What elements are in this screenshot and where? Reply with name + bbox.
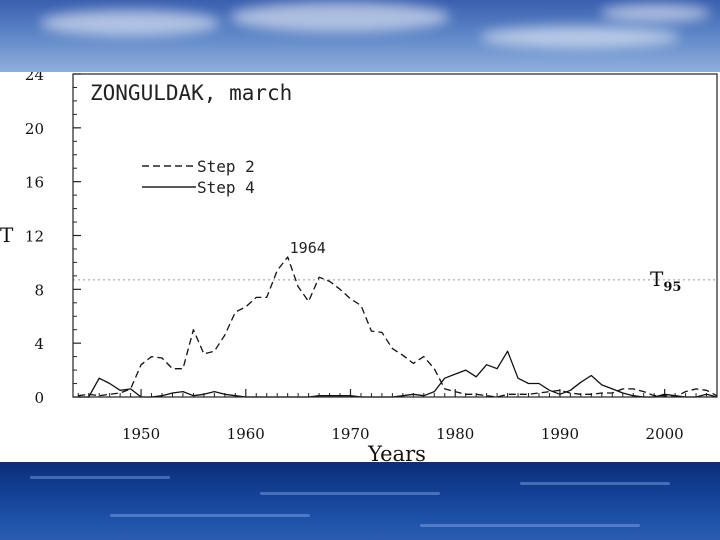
t95-label-subscript: 95	[663, 280, 681, 295]
wave-decoration	[260, 492, 440, 495]
legend: Step 2 Step 4	[142, 157, 255, 197]
sea-background	[0, 462, 720, 540]
y-tick-label: 0	[34, 389, 44, 407]
legend-label-step4: Step 4	[197, 178, 255, 197]
series-step2-line	[78, 256, 718, 398]
x-tick-label: 1990	[541, 425, 579, 443]
y-tick-label: 12	[25, 228, 44, 246]
plot-frame	[72, 73, 718, 398]
legend-label-step2: Step 2	[197, 157, 255, 176]
x-tick-label: 1960	[227, 425, 265, 443]
x-tick-label: 1950	[122, 425, 160, 443]
line-chart: 0 4 8 12 16 20 24 1950 1960 1970 1980 1990 2000 ZON…	[0, 72, 718, 462]
x-tick-label: 1980	[436, 425, 474, 443]
wave-decoration	[30, 476, 170, 479]
y-axis-label: T	[0, 223, 14, 247]
y-tick-label: 4	[34, 335, 44, 353]
y-tick-label: 8	[34, 281, 44, 299]
wave-decoration	[420, 524, 640, 527]
sky-background	[0, 0, 720, 72]
chart-title: ZONGULDAK, march	[90, 81, 292, 105]
wave-decoration	[520, 482, 670, 485]
cloud-decoration	[40, 10, 220, 36]
wave-decoration	[110, 514, 310, 517]
peak-annotation: 1964	[290, 239, 326, 257]
x-axis-label: Years	[367, 442, 426, 462]
x-tick-label: 1970	[331, 425, 369, 443]
y-tick-label: 24	[25, 72, 44, 84]
t95-label: T95	[650, 267, 681, 295]
x-tick-label: 2000	[646, 425, 684, 443]
y-tick-label: 16	[25, 174, 44, 192]
x-axis-ticks: 1950 1960 1970 1980 1990 2000	[77, 389, 718, 443]
cloud-decoration	[230, 2, 450, 32]
y-tick-label: 20	[25, 120, 44, 138]
series-step4-line	[78, 350, 718, 398]
t95-label-main: T	[650, 267, 664, 291]
chart-panel: 0 4 8 12 16 20 24 1950 1960 1970 1980 1990 2000 ZON…	[0, 72, 720, 462]
series-group	[78, 256, 718, 398]
cloud-decoration	[480, 26, 680, 48]
cloud-decoration	[600, 4, 710, 22]
